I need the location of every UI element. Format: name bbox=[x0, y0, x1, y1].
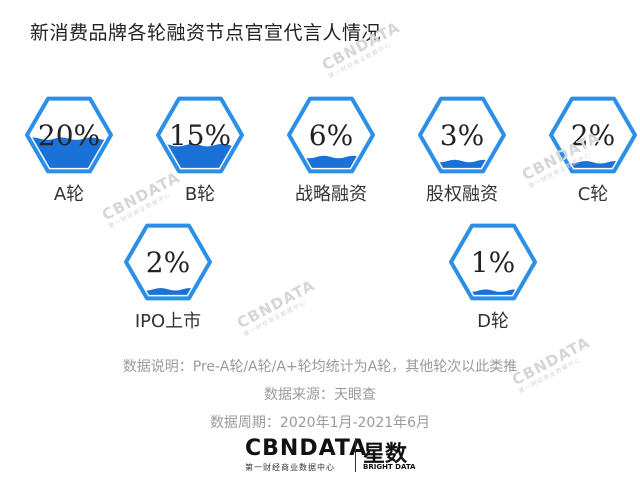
value-label: 3% bbox=[440, 119, 484, 152]
logo-main-text: CBNDATA bbox=[245, 436, 368, 461]
watermark: CBNDATA 第一财经商业数据中心 bbox=[234, 276, 321, 338]
hexagon-outline bbox=[124, 223, 212, 301]
hexagon-outline bbox=[287, 96, 375, 174]
category-label: A轮 bbox=[53, 184, 85, 205]
logo-divider bbox=[355, 438, 356, 472]
category-label: D轮 bbox=[477, 311, 509, 332]
hexagon-mark: 3% bbox=[418, 96, 506, 174]
cbndata-logo: CBNDATA 第一财经商业数据中心 星数 BRIGHT DATA bbox=[225, 436, 425, 476]
value-label: 2% bbox=[571, 119, 615, 152]
value-label: 20% bbox=[38, 119, 100, 152]
hexagon-outline bbox=[418, 96, 506, 174]
chart-title: 新消费品牌各轮融资节点官宣代言人情况 bbox=[30, 22, 382, 44]
value-label: 1% bbox=[471, 246, 515, 279]
data-period: 数据周期：2020年1月-2021年6月 bbox=[209, 415, 431, 431]
hexagon-mark: 1% bbox=[449, 223, 537, 301]
hexagon-mark: 20% bbox=[25, 96, 113, 174]
category-label: 股权融资 bbox=[426, 184, 498, 205]
hexagon-mark: 6% bbox=[287, 96, 375, 174]
hexagon-mark: 2% bbox=[124, 223, 212, 301]
logo-star-subtext: BRIGHT DATA bbox=[363, 463, 416, 471]
data-source: 数据来源：天眼查 bbox=[264, 387, 376, 403]
hexagon-mark: 15% bbox=[156, 96, 244, 174]
value-label: 2% bbox=[146, 246, 190, 279]
logo-sub-text: 第一财经商业数据中心 bbox=[245, 463, 335, 472]
category-label: IPO上市 bbox=[134, 311, 202, 332]
hexagon-mark: 2% bbox=[549, 96, 637, 174]
value-label: 15% bbox=[169, 119, 231, 152]
hexagon-outline bbox=[449, 223, 537, 301]
value-label: 6% bbox=[309, 119, 353, 152]
hexagon-outline bbox=[25, 96, 113, 174]
category-label: B轮 bbox=[184, 184, 216, 205]
logo-star-text: 星数 bbox=[363, 442, 408, 467]
hexagon-outline bbox=[156, 96, 244, 174]
hexagon-outline bbox=[549, 96, 637, 174]
value-fill bbox=[293, 155, 369, 168]
data-explanation: 数据说明：Pre-A轮/A轮/A+轮均统计为A轮，其他轮次以此类推 bbox=[122, 359, 518, 375]
category-label: C轮 bbox=[577, 184, 609, 205]
category-label: 战略融资 bbox=[295, 184, 367, 205]
